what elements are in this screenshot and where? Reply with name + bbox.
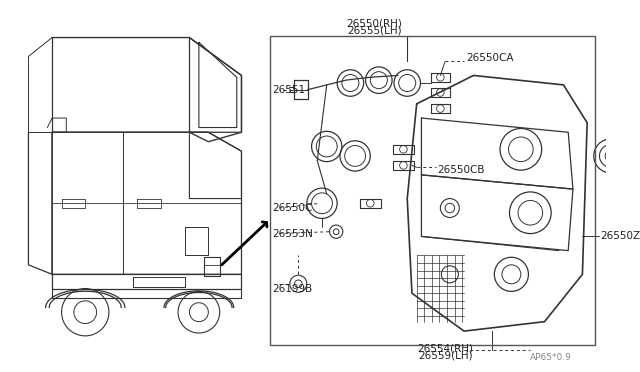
Text: AP65*0.9: AP65*0.9 xyxy=(531,353,572,362)
Text: 26550Z: 26550Z xyxy=(600,231,640,241)
Text: 26553N: 26553N xyxy=(272,228,313,238)
Text: 26559(LH): 26559(LH) xyxy=(418,351,472,361)
Text: 26554(RH): 26554(RH) xyxy=(417,343,473,353)
Bar xyxy=(270,36,595,345)
Text: 26199B: 26199B xyxy=(272,283,312,294)
Text: 26550CB: 26550CB xyxy=(438,165,485,175)
Text: 26550(RH): 26550(RH) xyxy=(346,18,402,28)
Text: 26550C: 26550C xyxy=(272,203,312,213)
Text: 26551: 26551 xyxy=(272,85,305,94)
Text: 26555(LH): 26555(LH) xyxy=(347,26,401,36)
Text: 26550CA: 26550CA xyxy=(466,54,513,63)
